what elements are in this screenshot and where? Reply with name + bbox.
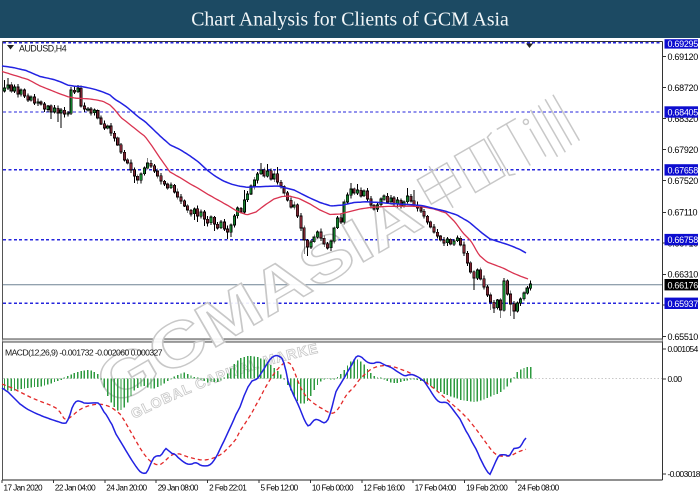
svg-text:0.001054: 0.001054	[668, 344, 699, 354]
svg-text:Chart Analysis for Clients of: Chart Analysis for Clients of GCM Asia	[191, 9, 509, 31]
svg-text:0.68320: 0.68320	[668, 114, 699, 124]
svg-text:2 Feb 22:01: 2 Feb 22:01	[209, 484, 247, 493]
svg-text:0.68720: 0.68720	[668, 83, 699, 93]
svg-text:0.66758: 0.66758	[668, 235, 699, 245]
svg-text:0.65937: 0.65937	[668, 299, 699, 309]
svg-text:24 Feb 08:00: 24 Feb 08:00	[518, 484, 560, 493]
svg-text:AUDUSD,H4: AUDUSD,H4	[19, 44, 67, 54]
svg-text:0.00: 0.00	[668, 374, 683, 384]
svg-text:0.66176: 0.66176	[668, 280, 699, 290]
svg-text:0.67520: 0.67520	[668, 176, 699, 186]
svg-text:0.66310: 0.66310	[668, 270, 699, 280]
svg-text:0.69295: 0.69295	[668, 39, 699, 49]
svg-text:10 Feb 00:00: 10 Feb 00:00	[312, 484, 354, 493]
svg-text:0.67920: 0.67920	[668, 145, 699, 155]
svg-text:-0.003018: -0.003018	[668, 469, 700, 479]
svg-text:12 Feb 16:00: 12 Feb 16:00	[363, 484, 405, 493]
svg-text:0.67110: 0.67110	[668, 208, 698, 218]
svg-text:0.67658: 0.67658	[668, 166, 699, 176]
svg-text:MACD(12,26,9) -0.001732 -0.002: MACD(12,26,9) -0.001732 -0.002060 0.0003…	[5, 348, 163, 358]
svg-text:29 Jan 08:00: 29 Jan 08:00	[158, 484, 199, 493]
svg-text:17 Jan 2020: 17 Jan 2020	[4, 484, 44, 493]
svg-text:0.69120: 0.69120	[668, 52, 699, 62]
svg-text:19 Feb 20:00: 19 Feb 20:00	[466, 484, 508, 493]
svg-text:22 Jan 04:00: 22 Jan 04:00	[55, 484, 96, 493]
svg-text:0.65510: 0.65510	[668, 332, 699, 342]
svg-text:5 Feb 12:00: 5 Feb 12:00	[261, 484, 299, 493]
svg-text:24 Jan 20:00: 24 Jan 20:00	[106, 484, 147, 493]
svg-text:0.68405: 0.68405	[668, 108, 699, 118]
svg-text:17 Feb 04:00: 17 Feb 04:00	[415, 484, 457, 493]
